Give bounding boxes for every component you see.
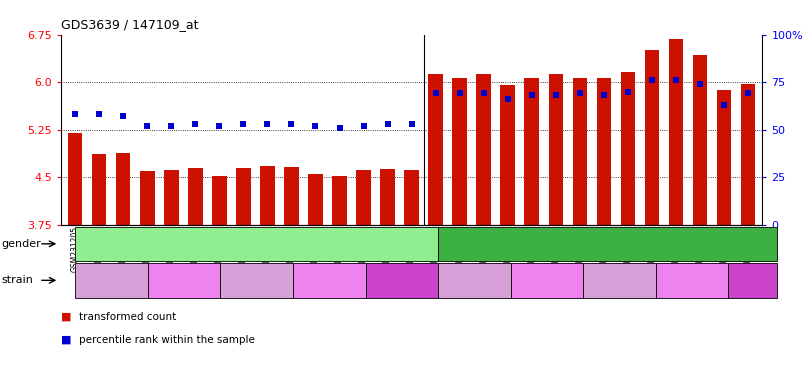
Bar xyxy=(236,168,251,225)
Text: Cambridge: Cambridge xyxy=(662,275,723,285)
Bar xyxy=(645,50,659,225)
Text: Antigua: Antigua xyxy=(162,275,206,285)
Text: transformed count: transformed count xyxy=(79,312,176,322)
Text: Glasgow: Glasgow xyxy=(596,275,643,285)
Bar xyxy=(597,78,611,225)
Bar xyxy=(668,39,683,225)
Bar xyxy=(212,176,226,225)
Bar xyxy=(68,133,83,225)
Bar xyxy=(573,78,587,225)
Text: Hikone: Hikone xyxy=(733,275,772,285)
Text: Glasgow: Glasgow xyxy=(233,275,281,285)
Text: female: female xyxy=(586,237,629,250)
Bar xyxy=(308,174,323,225)
Text: percentile rank within the sample: percentile rank within the sample xyxy=(79,335,255,345)
Bar xyxy=(548,74,563,225)
Bar xyxy=(92,154,106,225)
Text: Hikone: Hikone xyxy=(383,275,421,285)
Bar xyxy=(428,74,443,225)
Bar xyxy=(188,168,203,225)
Text: Cambridge: Cambridge xyxy=(298,275,360,285)
Text: ■: ■ xyxy=(61,312,71,322)
Bar xyxy=(356,169,371,225)
Bar xyxy=(476,74,491,225)
Text: GDS3639 / 147109_at: GDS3639 / 147109_at xyxy=(61,18,199,31)
Text: ■: ■ xyxy=(61,335,71,345)
Bar xyxy=(500,85,515,225)
Text: France: France xyxy=(456,275,493,285)
Text: Antigua: Antigua xyxy=(526,275,569,285)
Bar xyxy=(453,78,467,225)
Text: strain: strain xyxy=(2,275,33,285)
Text: male: male xyxy=(241,237,272,250)
Bar xyxy=(116,153,131,225)
Bar xyxy=(284,167,298,225)
Bar xyxy=(140,171,155,225)
Bar xyxy=(333,177,347,225)
Bar xyxy=(525,78,539,225)
Bar xyxy=(260,166,275,225)
Bar xyxy=(717,90,731,225)
Text: France: France xyxy=(93,275,131,285)
Bar xyxy=(380,169,395,225)
Bar xyxy=(620,72,635,225)
Bar xyxy=(740,84,755,225)
Text: gender: gender xyxy=(2,239,41,249)
Bar xyxy=(405,169,418,225)
Bar xyxy=(693,55,707,225)
Bar xyxy=(164,169,178,225)
